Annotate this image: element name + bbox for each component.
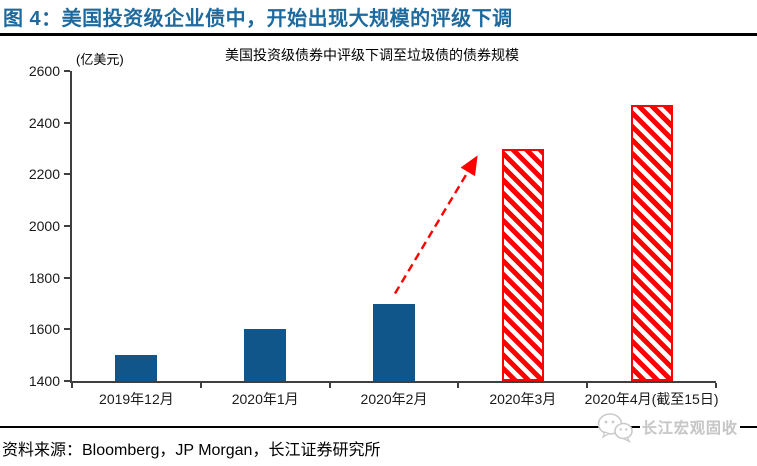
y-tick: [64, 380, 70, 382]
x-tick-label: 2020年2月: [360, 391, 428, 407]
source-note: 资料来源：Bloomberg，JP Morgan，长江证券研究所: [2, 442, 381, 459]
brand-watermark: 长江宏观固收: [596, 409, 741, 445]
y-tick-label: 1800: [28, 269, 60, 286]
y-axis: [70, 71, 72, 383]
x-tick: [328, 383, 331, 388]
y-tick: [64, 121, 70, 124]
bar-2020年3月: [501, 148, 544, 381]
bar-2019年12月: [115, 355, 158, 381]
brand-watermark-label: 长江宏观固收: [640, 414, 741, 440]
y-tick: [64, 225, 70, 227]
x-tick-label: 2020年4月(截至15日): [584, 391, 719, 407]
y-tick: [64, 276, 70, 279]
x-tick-label: 2020年1月: [231, 391, 299, 407]
x-tick: [71, 383, 73, 388]
x-tick: [457, 383, 460, 388]
y-tick-label: 2000: [28, 218, 60, 234]
title-divider: [0, 33, 757, 36]
y-tick-label: 2600: [28, 63, 60, 79]
x-axis: [70, 381, 716, 383]
chart-title: 美国投资级债券中评级下调至垃圾债的债券规模: [225, 47, 519, 63]
y-tick-label: 1400: [28, 373, 60, 389]
figure-title: 图 4：美国投资级企业债中，开始出现大规模的评级下调: [3, 8, 513, 30]
y-tick: [64, 70, 70, 72]
y-tick-label: 2400: [28, 114, 60, 131]
bar-2020年2月: [373, 303, 415, 381]
y-tick: [64, 328, 70, 331]
y-axis-unit-label: (亿美元): [76, 52, 124, 67]
x-tick: [199, 383, 202, 388]
x-tick-label: 2020年3月: [489, 391, 557, 407]
bar-2020年1月: [244, 329, 287, 381]
y-tick-label: 2200: [28, 166, 60, 183]
x-tick: [586, 383, 589, 388]
footer-divider: [0, 426, 757, 428]
x-tick: [715, 383, 717, 388]
wechat-icon: [597, 412, 633, 443]
y-tick: [64, 173, 70, 176]
x-tick-label: 2019年12月: [99, 391, 174, 407]
bar-2020年4月(截至15日): [630, 104, 673, 381]
y-tick-label: 1600: [28, 321, 60, 338]
